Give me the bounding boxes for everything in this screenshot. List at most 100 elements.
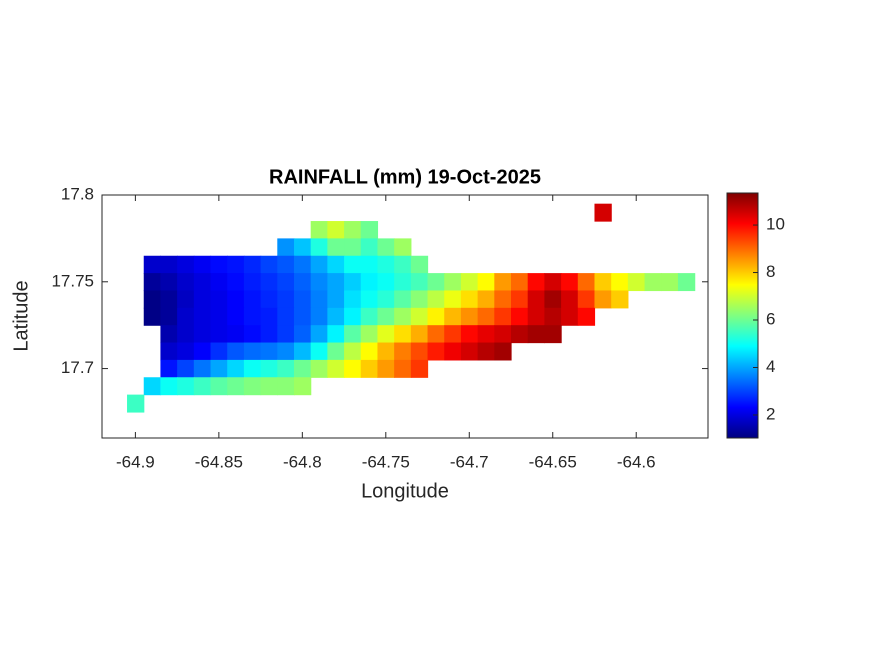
rain-cell <box>243 377 262 396</box>
y-axis-label: Latitude <box>10 280 32 351</box>
rain-cell <box>344 238 362 257</box>
rain-cell <box>277 325 295 344</box>
x-tick-label: -64.65 <box>529 452 577 471</box>
rain-cell <box>193 273 212 292</box>
rain-cell <box>460 307 479 326</box>
rain-cell <box>577 290 596 309</box>
rain-cell <box>460 342 479 361</box>
rain-cell <box>611 290 629 309</box>
rain-cell <box>227 359 245 378</box>
rain-cell <box>494 342 512 361</box>
rain-cell <box>561 290 579 309</box>
rain-cell <box>661 273 679 292</box>
rain-cell <box>477 307 495 326</box>
colorbar <box>726 192 759 439</box>
rain-cell <box>344 221 362 239</box>
rain-cell <box>327 307 345 326</box>
rain-cell <box>460 290 479 309</box>
rain-cell <box>243 359 262 378</box>
rain-cell <box>427 307 445 326</box>
rain-cell <box>377 255 395 274</box>
rain-cell <box>561 273 579 292</box>
rain-cell <box>260 307 278 326</box>
chart-title: RAINFALL (mm) 19-Oct-2025 <box>269 166 541 188</box>
rain-cell <box>377 359 395 378</box>
rain-cell <box>410 307 429 326</box>
rain-cell <box>210 359 228 378</box>
rain-cell <box>527 290 545 309</box>
rain-cell <box>611 273 629 292</box>
rain-cell <box>394 325 412 344</box>
colorbar-tick-label: 10 <box>766 215 785 234</box>
rain-cell <box>177 307 195 326</box>
rain-cell <box>193 325 212 344</box>
rain-cell <box>260 255 278 274</box>
rain-cell <box>477 325 495 344</box>
rain-cell <box>293 290 312 309</box>
rain-cell <box>360 359 379 378</box>
rain-cell <box>377 238 395 257</box>
rain-cell <box>193 307 212 326</box>
rain-cell <box>511 325 529 344</box>
rain-cell <box>410 290 429 309</box>
rain-cell <box>327 255 345 274</box>
y-tick-label: 17.7 <box>61 358 94 377</box>
rain-cell <box>344 342 362 361</box>
rain-cell <box>293 238 312 257</box>
rain-cell <box>327 221 345 239</box>
colorbar-tick-label: 6 <box>766 309 775 328</box>
rain-cell <box>477 342 495 361</box>
rain-cell <box>210 255 228 274</box>
rain-cell <box>444 273 462 292</box>
rain-cell <box>277 307 295 326</box>
rain-cell <box>143 273 162 292</box>
rain-cell <box>310 255 328 274</box>
x-tick-label: -64.7 <box>450 452 489 471</box>
rain-cell <box>360 255 379 274</box>
rain-cell <box>260 325 278 344</box>
rain-cell <box>260 377 278 396</box>
colorbar-tick-label: 4 <box>766 357 775 376</box>
x-axis-label: Longitude <box>361 480 449 502</box>
rain-cell <box>160 255 178 274</box>
rain-cell <box>360 307 379 326</box>
rain-cell <box>544 290 562 309</box>
rain-cell <box>227 307 245 326</box>
rain-cell <box>193 377 212 396</box>
rain-cell <box>444 307 462 326</box>
rain-cell <box>594 290 612 309</box>
rain-cell <box>394 342 412 361</box>
rain-cell <box>227 377 245 396</box>
rain-cell <box>210 273 228 292</box>
rain-cell <box>143 377 162 396</box>
rain-cell <box>377 290 395 309</box>
rain-cell <box>277 255 295 274</box>
rain-cell <box>394 290 412 309</box>
rain-cell <box>344 307 362 326</box>
rain-cell <box>227 325 245 344</box>
y-tick-label: 17.8 <box>61 184 94 203</box>
rain-cell <box>344 325 362 344</box>
rain-cell <box>277 377 295 396</box>
rain-cell <box>360 273 379 292</box>
colorbar-tick-label: 8 <box>766 262 775 281</box>
rain-cell <box>344 290 362 309</box>
rain-cell <box>544 307 562 326</box>
rain-cell <box>594 273 612 292</box>
rain-cell <box>410 255 429 274</box>
rain-cell <box>360 325 379 344</box>
rain-cell <box>227 290 245 309</box>
rain-cell <box>193 255 212 274</box>
rain-cell <box>427 290 445 309</box>
rain-cell <box>293 255 312 274</box>
rain-cell <box>494 290 512 309</box>
rain-cell <box>327 359 345 378</box>
rain-cell <box>344 273 362 292</box>
x-tick-label: -64.8 <box>283 452 322 471</box>
rain-cell <box>260 359 278 378</box>
rain-cell <box>394 359 412 378</box>
rain-cell <box>527 325 545 344</box>
rain-cell <box>160 307 178 326</box>
rain-cell <box>243 325 262 344</box>
